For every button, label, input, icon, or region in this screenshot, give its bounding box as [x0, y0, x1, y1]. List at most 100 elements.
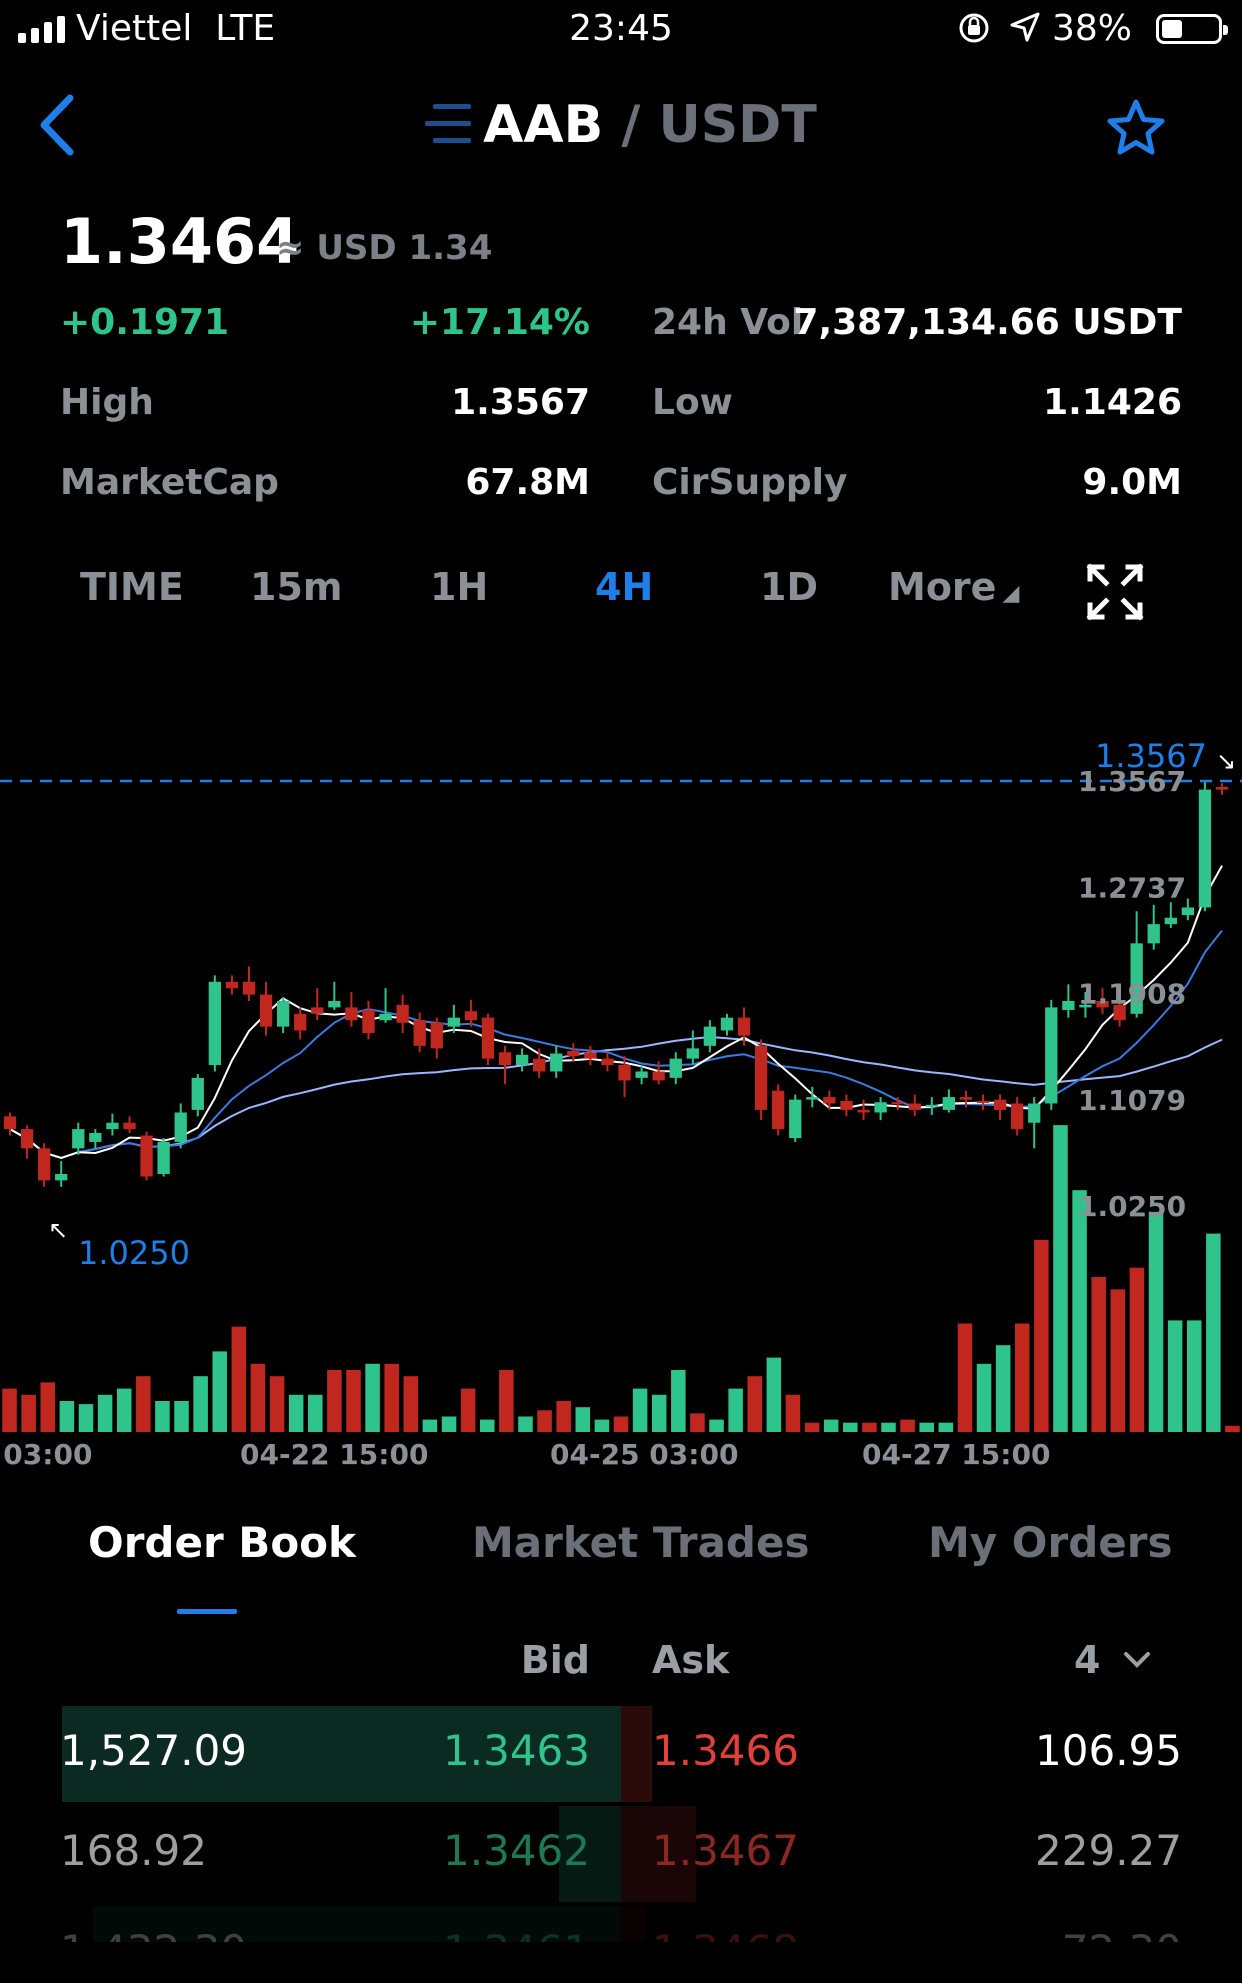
- candle-body: [328, 1000, 341, 1008]
- candle: [498, 1045, 512, 1085]
- ask-price: 1.3466: [652, 1726, 799, 1775]
- candle-body: [601, 1058, 614, 1066]
- candle: [1096, 988, 1109, 1014]
- high-value: 1.3567: [451, 382, 590, 423]
- candle-body: [37, 1148, 51, 1181]
- volume-bar: [671, 1370, 686, 1432]
- pair-title[interactable]: AAB / USDT: [0, 95, 1242, 155]
- tab-1h[interactable]: 1H: [430, 565, 489, 609]
- candle: [1045, 999, 1058, 1110]
- bid-header: Bid: [520, 1638, 590, 1682]
- ask-depth-bar: [621, 1806, 696, 1902]
- vol-value: 7,387,134.66 USDT: [793, 302, 1182, 343]
- orientation-lock-icon: [956, 10, 992, 55]
- candle-body: [567, 1050, 580, 1057]
- candle: [362, 1000, 375, 1040]
- status-time: 23:45: [569, 8, 673, 49]
- volume-bar: [365, 1363, 380, 1432]
- candle-body: [618, 1065, 631, 1081]
- candle: [686, 1030, 699, 1064]
- candle: [140, 1131, 153, 1181]
- candle: [276, 997, 290, 1034]
- candle-body: [669, 1058, 682, 1078]
- candle: [669, 1052, 682, 1085]
- order-book-row[interactable]: 168.92 1.3462 1.3467 229.27: [0, 1806, 1242, 1902]
- tab-more[interactable]: More ◢: [888, 565, 1019, 609]
- candle-body: [686, 1048, 699, 1059]
- bid-quantity: 1,527.09: [60, 1726, 248, 1775]
- tab-market-trades[interactable]: Market Trades: [472, 1518, 810, 1567]
- volume-bar: [690, 1413, 705, 1432]
- candle: [618, 1056, 631, 1098]
- fullscreen-button[interactable]: [1086, 563, 1144, 630]
- candle: [242, 966, 256, 1001]
- favorite-button[interactable]: [1106, 98, 1166, 160]
- candle-body: [1130, 943, 1143, 1014]
- candle-body: [464, 1011, 478, 1021]
- volume-bar: [938, 1422, 954, 1432]
- ask-quantity: 72.30: [1062, 1926, 1182, 1942]
- order-book-row[interactable]: 1,527.09 1.3463 1.3466 106.95: [0, 1706, 1242, 1802]
- tab-time[interactable]: TIME: [80, 565, 184, 609]
- candle-body: [635, 1071, 648, 1078]
- volume-bar: [1129, 1267, 1145, 1432]
- low-value: 1.1426: [1043, 382, 1182, 423]
- arrow-down-right-icon: ↘: [1216, 747, 1236, 775]
- candle: [72, 1122, 85, 1155]
- tab-my-orders[interactable]: My Orders: [928, 1518, 1173, 1567]
- volume-bar: [1053, 1125, 1068, 1432]
- arrow-up-left-icon: ↖: [48, 1216, 68, 1244]
- candle: [925, 1097, 938, 1116]
- volume-bar: [308, 1394, 323, 1432]
- ask-header: Ask: [652, 1638, 730, 1682]
- candle-body: [515, 1054, 529, 1066]
- tab-order-book[interactable]: Order Book: [88, 1518, 356, 1567]
- order-book-row[interactable]: 1,432.30 1.3461 1.3468 72.30: [0, 1906, 1242, 1942]
- candle-body: [413, 1020, 426, 1046]
- candle: [447, 1004, 460, 1034]
- candle-body: [1147, 924, 1160, 944]
- carrier-name: Viettel: [76, 8, 193, 49]
- volume-bar: [327, 1370, 342, 1432]
- tab-4h[interactable]: 4H: [595, 565, 654, 609]
- candle-body: [840, 1100, 853, 1110]
- volume-bar: [594, 1419, 610, 1432]
- candle: [464, 999, 478, 1027]
- y-tick-label: 1.0250: [1078, 1190, 1186, 1223]
- volume-bar: [1206, 1233, 1221, 1432]
- volume-bar: [843, 1422, 858, 1432]
- price-chart[interactable]: 1.3567 1.2737 1.1908 1.1079 1.0250 1.356…: [0, 700, 1242, 1480]
- candle-body: [1045, 1007, 1058, 1104]
- back-button[interactable]: [34, 92, 78, 162]
- candle-body: [1164, 917, 1177, 925]
- candle: [959, 1090, 973, 1108]
- candle: [89, 1129, 102, 1149]
- candle: [567, 1043, 580, 1062]
- y-tick-label: 1.2737: [1078, 871, 1186, 904]
- ma-mid-line: [9, 929, 1223, 1160]
- candle: [191, 1074, 204, 1117]
- candle: [1181, 898, 1195, 921]
- candle-body: [447, 1017, 460, 1027]
- volume-bar: [1148, 1211, 1164, 1432]
- volume-bar: [460, 1388, 476, 1432]
- volume-bar: [518, 1416, 533, 1432]
- star-icon: [1107, 99, 1165, 155]
- tab-15m[interactable]: 15m: [250, 565, 343, 609]
- low-label: Low: [652, 382, 733, 423]
- volume-bar: [881, 1422, 896, 1432]
- volume-bar: [1072, 1190, 1087, 1432]
- candles: [3, 780, 1229, 1187]
- expand-icon: [1086, 563, 1144, 621]
- tab-1d[interactable]: 1D: [760, 565, 818, 609]
- candle: [20, 1125, 34, 1159]
- volume-bar: [556, 1401, 571, 1432]
- candle: [806, 1086, 819, 1108]
- candle: [1028, 1097, 1041, 1149]
- candle-body: [1011, 1103, 1024, 1130]
- depth-selector[interactable]: 4: [1074, 1638, 1152, 1682]
- candle: [720, 1013, 734, 1036]
- volume-bar: [40, 1382, 56, 1432]
- marketcap-label: MarketCap: [60, 462, 279, 503]
- menu-icon: [425, 104, 472, 143]
